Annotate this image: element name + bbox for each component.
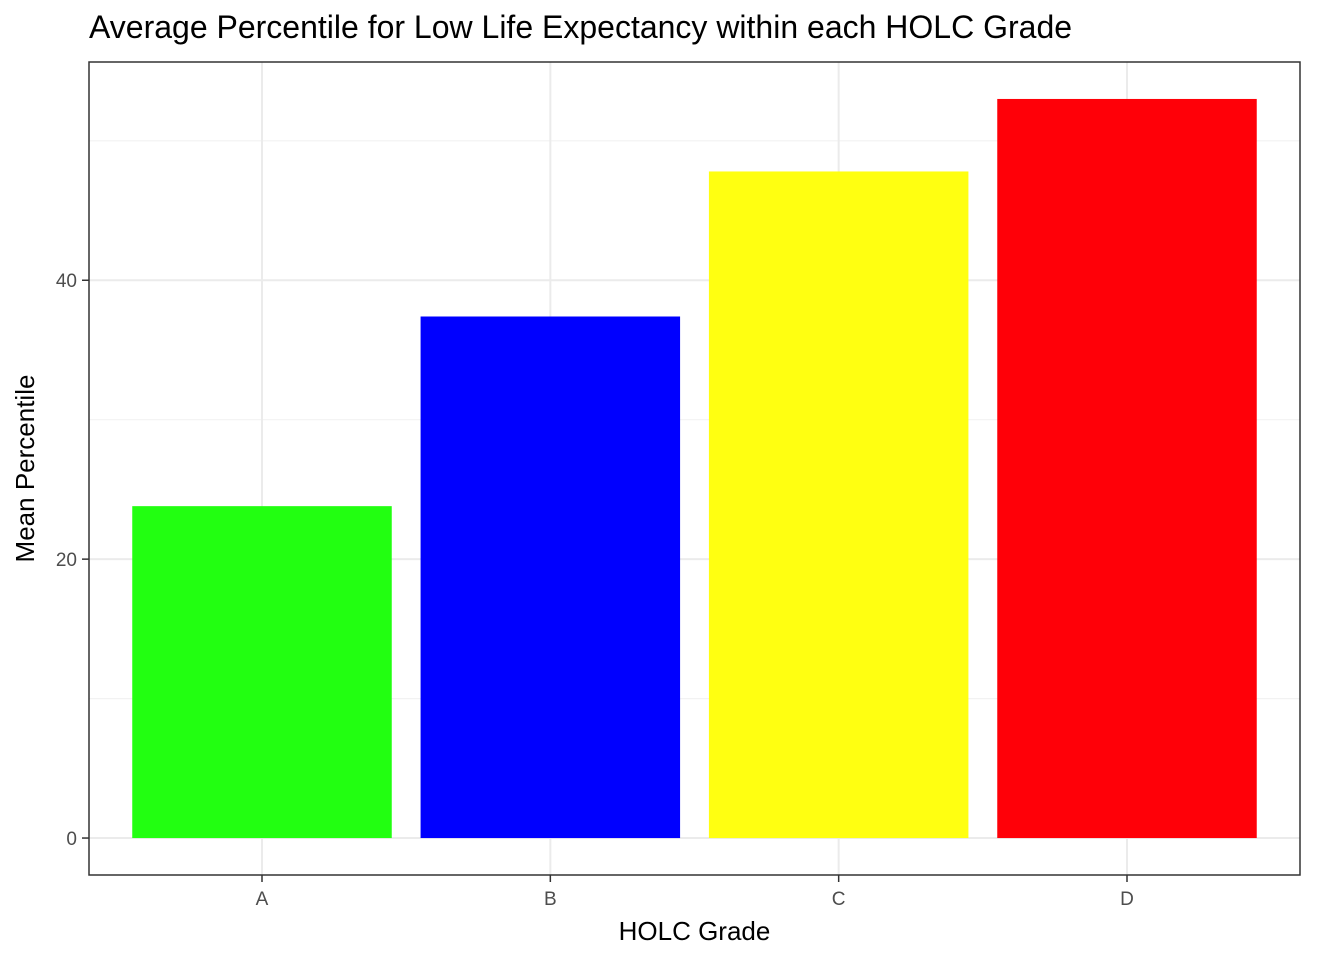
y-tick-label: 20 [56, 550, 77, 571]
axes: 0 20 40 A B C D [56, 271, 1134, 910]
bars [132, 98, 1257, 839]
bar-b [420, 316, 681, 839]
y-tick-label: 40 [56, 271, 77, 292]
bar-d [997, 98, 1257, 839]
y-tick-label: 0 [66, 829, 77, 850]
x-tick-label: B [544, 889, 557, 910]
y-axis-title: Mean Percentile [10, 375, 40, 563]
x-tick-label: D [1120, 889, 1134, 910]
bar-a [132, 506, 392, 839]
plot-panel-border [88, 61, 1301, 876]
x-tick-label: C [832, 889, 846, 910]
x-axis-title: HOLC Grade [619, 916, 771, 946]
bar-c [708, 171, 969, 839]
chart-title: Average Percentile for Low Life Expectan… [89, 9, 1072, 45]
x-tick-label: A [256, 889, 269, 910]
